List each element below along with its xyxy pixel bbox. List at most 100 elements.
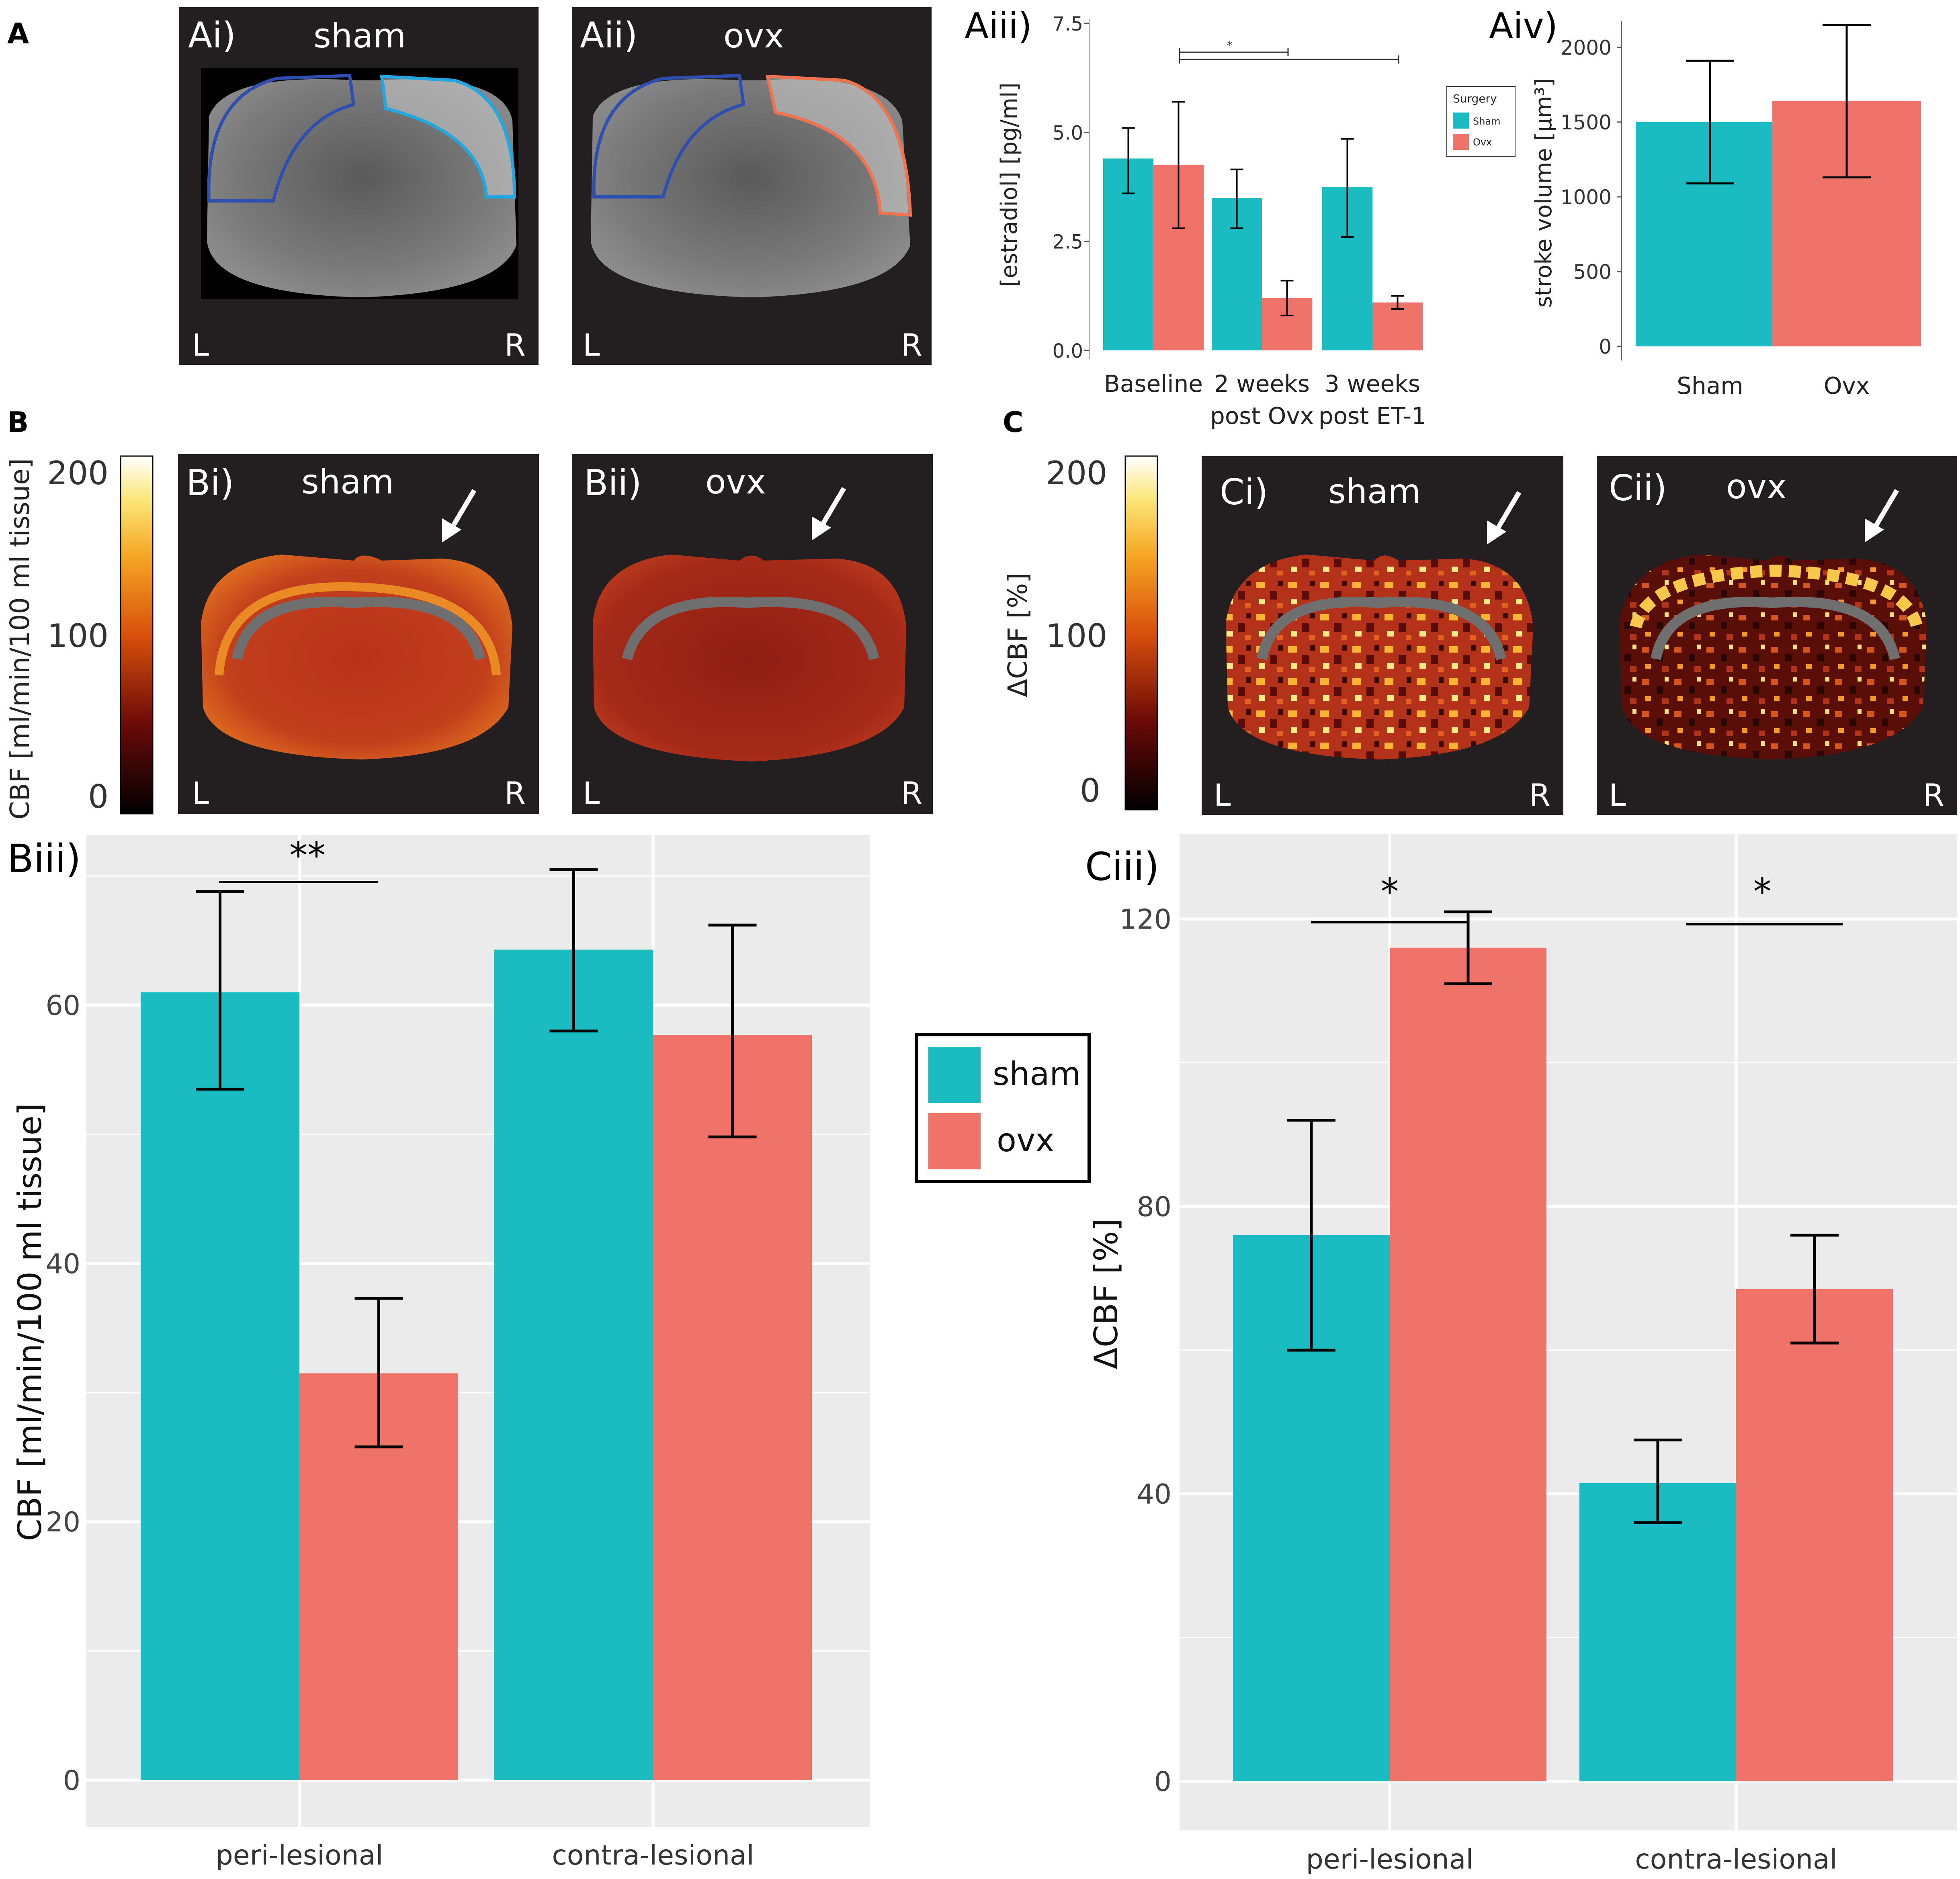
- panel-tag-aii: Aii): [580, 14, 637, 56]
- panel-tag-ai: Ai): [188, 14, 236, 56]
- arrow-icon: [1865, 489, 1899, 542]
- arrow-icon: [1487, 491, 1522, 544]
- chart-aiii-yticks: 0.0 2.5 5.0 7.5: [1053, 13, 1089, 362]
- chart-aiii-legend: Surgery Sham Ovx: [1446, 86, 1516, 157]
- y-tick-label: 1500: [1561, 111, 1612, 134]
- legend-swatch-sham: [1453, 113, 1469, 129]
- panel-letter-a: A: [7, 17, 29, 50]
- chart-biii-significance: **: [219, 835, 378, 883]
- colorbar-c-tick-mid: 100: [1046, 617, 1107, 655]
- legend-main-swatch-sham: [928, 1047, 981, 1103]
- roi-right-outline: [765, 74, 912, 217]
- x-tick-label: Sham: [1677, 372, 1743, 399]
- chart-biii-xlabels: peri-lesional contra-lesional: [216, 1840, 754, 1871]
- sig-star-aiii: *: [1227, 39, 1233, 52]
- chart-aiv-panel-label: Aiv): [1489, 5, 1558, 47]
- corpus-callosum: [1257, 596, 1506, 660]
- x-tick-label: post Ovx: [1210, 402, 1314, 430]
- right-marker-cii: R: [1923, 777, 1944, 813]
- chart-aiv-bars: [1636, 101, 1921, 346]
- x-tick-label: 3 weeks: [1325, 370, 1420, 397]
- x-tick-label: post ET-1: [1319, 402, 1426, 430]
- bar-ovx-0: [1390, 948, 1546, 1781]
- chart-aiv-xlabels: Sham Ovx: [1677, 372, 1870, 399]
- panel-tag-ci: Ci): [1220, 471, 1268, 513]
- chart-aiv-errorbars: [1686, 24, 1871, 184]
- right-marker-bi: R: [504, 775, 526, 811]
- roi-right-outline: [380, 74, 516, 199]
- brain-image-ci: Ci) sham L R: [1202, 456, 1563, 815]
- group-label-ci: sham: [1328, 472, 1421, 511]
- panel-tag-bi: Bi): [186, 462, 234, 504]
- arrow-icon: [442, 489, 477, 542]
- panel-tag-cii: Cii): [1609, 467, 1667, 509]
- chart-ciii-yticks: 0 40 80 120: [1119, 904, 1171, 1798]
- legend-swatch-ovx: [1453, 134, 1469, 150]
- y-tick-label: 2000: [1561, 36, 1612, 59]
- chart-ciii-ylabel: ΔCBF [%]: [1088, 1218, 1125, 1369]
- arrow-icon: [812, 487, 846, 540]
- chart-ciii-xlabels: peri-lesional contra-lesional: [1306, 1844, 1837, 1875]
- legend-title: Surgery: [1453, 92, 1497, 105]
- chart-ciii-panel-label: Ciii): [1085, 844, 1159, 889]
- bar-ovx-1: [1736, 1289, 1893, 1781]
- chart-biii-errorbars: [196, 868, 757, 1449]
- bar-Ovx-2: [1372, 302, 1423, 350]
- y-tick-label: 1000: [1561, 186, 1612, 209]
- y-tick-label: 0.0: [1053, 340, 1083, 362]
- colorbar-b-tick-min: 0: [88, 778, 109, 815]
- x-tick-label: contra-lesional: [552, 1840, 754, 1871]
- group-label-cii: ovx: [1726, 467, 1787, 506]
- legend-main-swatch-ovx: [928, 1113, 981, 1169]
- y-tick-label: 0: [1599, 335, 1612, 358]
- chart-ciii-significance: * *: [1311, 871, 1843, 925]
- colorbar-c-tick-max: 200: [1046, 454, 1107, 492]
- brain-image-ai: Ai) sham L R: [179, 7, 539, 365]
- brain-image-cii: Cii) ovx L R: [1597, 456, 1957, 815]
- chart-aiv-ylabel: stroke volume [μm³]: [1531, 78, 1557, 307]
- brain-image-bii: Bii) ovx L R: [572, 454, 933, 814]
- y-tick-label: 0: [63, 1765, 80, 1797]
- y-tick-label: 0: [1154, 1766, 1171, 1798]
- brain-slice: [207, 79, 516, 297]
- chart-aiii-errorbars: [1122, 101, 1404, 317]
- legend-main-label-sham: sham: [993, 1055, 1081, 1093]
- right-marker-bii: R: [901, 775, 922, 811]
- left-marker-bii: L: [583, 775, 600, 811]
- x-tick-label: peri-lesional: [1306, 1844, 1474, 1875]
- colorbar-b: 200 100 0 CBF [ml/min/100 ml tissue]: [4, 454, 154, 820]
- bar-sham-1: [1579, 1483, 1736, 1781]
- corpus-callosum: [232, 596, 485, 660]
- panel-tag-bii: Bii): [584, 462, 642, 504]
- y-tick-label: 5.0: [1053, 122, 1083, 144]
- y-tick-label: 40: [1137, 1479, 1171, 1511]
- y-tick-label: 20: [45, 1506, 80, 1538]
- left-marker-aii: L: [583, 327, 600, 363]
- brain-image-bi: Bi) sham L R: [178, 454, 539, 814]
- brain-image-aii: Aii) ovx L R: [572, 7, 932, 365]
- chart-aiii-panel-label: Aiii): [965, 5, 1032, 47]
- roi-left-outline: [207, 74, 356, 203]
- y-tick-label: 120: [1119, 904, 1171, 935]
- left-marker-cii: L: [1609, 777, 1626, 813]
- right-marker-ci: R: [1529, 777, 1550, 813]
- colorbar-c-gradient: [1124, 455, 1158, 811]
- x-tick-label: Ovx: [1824, 372, 1870, 399]
- left-marker-ci: L: [1214, 777, 1231, 813]
- group-label-ai: sham: [313, 16, 406, 55]
- sig-stars-peri: **: [289, 835, 326, 877]
- cbf-map-slice: [593, 555, 906, 761]
- legend-main: sham ovx: [915, 1033, 1091, 1183]
- y-tick-label: 40: [45, 1248, 80, 1280]
- y-tick-label: 2.5: [1053, 231, 1083, 254]
- colorbar-b-tick-max: 200: [47, 454, 109, 492]
- corpus-callosum: [622, 596, 879, 661]
- chart-ciii-errorbars: [1287, 910, 1839, 1524]
- bar-sham-0: [141, 992, 299, 1780]
- chart-ciii-bars: [1233, 948, 1893, 1781]
- corpus-callosum: [1651, 596, 1900, 660]
- colorbar-b-gradient: [120, 455, 154, 815]
- colorbar-b-tick-mid: 100: [47, 617, 109, 655]
- chart-ciii: Ciii) 0 40 80 120 * * peri-lesional contra-l…: [1085, 834, 1957, 1875]
- x-tick-label: 2 weeks: [1214, 370, 1310, 397]
